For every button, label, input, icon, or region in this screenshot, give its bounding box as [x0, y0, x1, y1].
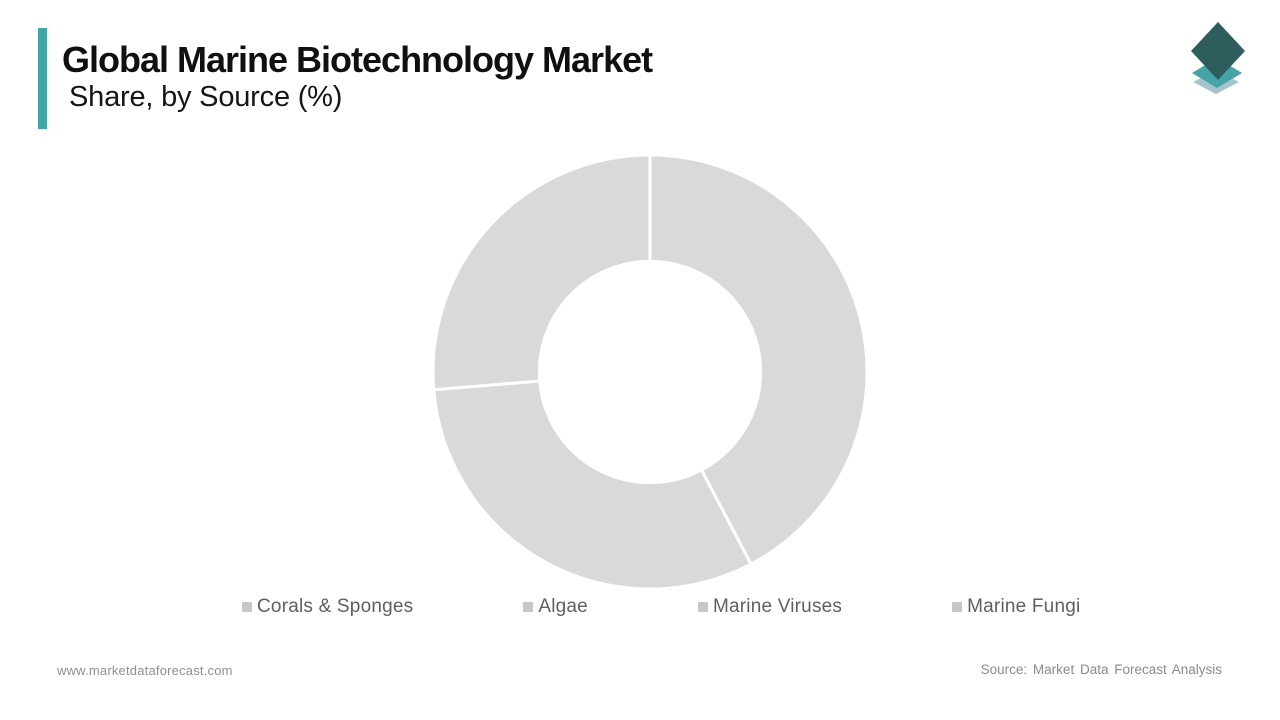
- logo-top-layer-icon: [1191, 22, 1245, 80]
- legend-label: Corals & Sponges: [257, 596, 414, 617]
- legend-item: Marine Fungi: [952, 596, 1080, 618]
- legend-swatch-icon: [697, 602, 708, 612]
- legend-label: Algae: [538, 596, 588, 617]
- website-url: www.marketdataforecast.com: [57, 663, 233, 678]
- legend-label: Marine Fungi: [967, 596, 1081, 617]
- legend-label: Marine Viruses: [712, 596, 843, 617]
- page-subtitle: Share, by Source (%): [69, 80, 343, 113]
- legend-item: Algae: [523, 596, 588, 618]
- legend-swatch-icon: [242, 602, 252, 612]
- legend-item: Corals & Sponges: [242, 596, 413, 618]
- chart-legend: Corals & Sponges Algae Marine Viruses Marin…: [242, 596, 1080, 618]
- page-title: Global Marine Biotechnology Market: [62, 39, 653, 80]
- donut-slice-2: [431, 153, 652, 392]
- legend-swatch-icon: [952, 602, 963, 612]
- source-attribution: Source: Market Data Forecast Analysis: [980, 662, 1222, 677]
- donut-slice-0: [648, 153, 869, 567]
- company-logo-icon: [1191, 22, 1245, 94]
- title-accent-bar: [38, 28, 47, 129]
- header: Global Marine Biotechnology Market Share…: [62, 39, 653, 114]
- donut-slice-1: [432, 379, 753, 591]
- legend-swatch-icon: [523, 602, 534, 612]
- legend-item: Marine Viruses: [697, 596, 843, 618]
- donut-chart: [431, 153, 869, 591]
